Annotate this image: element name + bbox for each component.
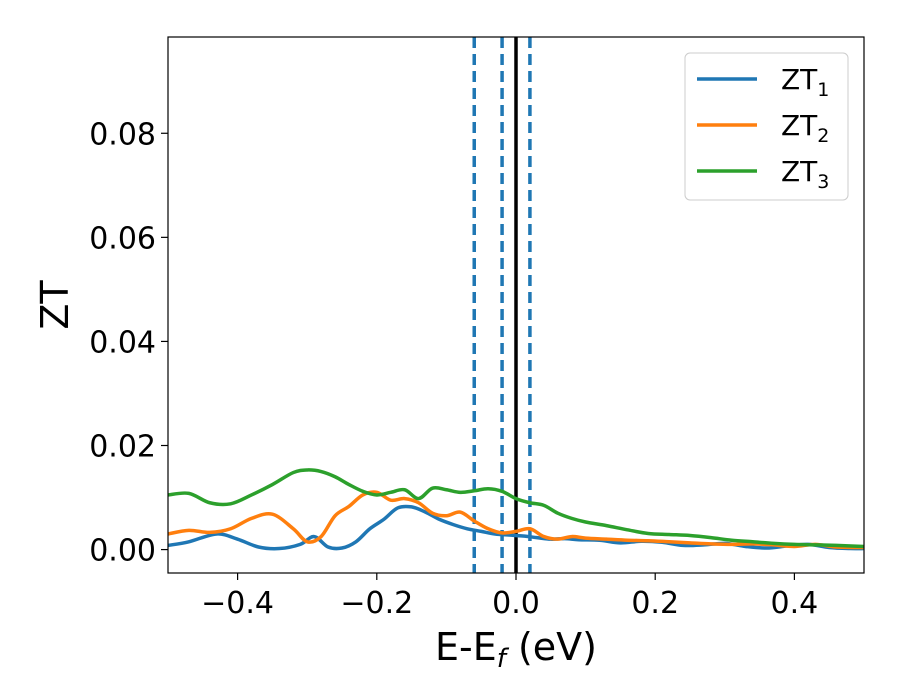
x-tick-label: −0.2 <box>340 586 413 621</box>
y-tick-label: 0.04 <box>89 325 156 360</box>
legend-label-main: ZT <box>781 155 818 188</box>
series-line-2 <box>168 490 864 550</box>
x-tick-label: 0.4 <box>771 586 819 621</box>
y-axis-ticks: 0.00 0.02 0.04 0.06 0.08 <box>89 117 168 569</box>
y-tick-label: 0.02 <box>89 430 156 465</box>
legend-box <box>684 52 849 201</box>
x-axis-title: E-Ef (eV) <box>435 625 597 674</box>
legend-label-subscript: 3 <box>817 171 829 193</box>
x-axis-ticks: −0.4 −0.2 0.0 0.2 0.4 <box>201 573 818 621</box>
y-tick-label: 0.00 <box>89 534 156 569</box>
x-axis-title-unit: (eV) <box>506 625 597 669</box>
legend-label-3: ZT3 <box>781 155 829 193</box>
y-tick-label: 0.08 <box>89 117 156 152</box>
legend-label-main: ZT <box>781 63 818 96</box>
legend-label-1: ZT1 <box>781 63 829 101</box>
series-lines <box>168 468 864 551</box>
x-tick-label: −0.4 <box>201 586 274 621</box>
x-tick-label: 0.0 <box>492 586 540 621</box>
legend-label-subscript: 1 <box>817 79 829 101</box>
y-tick-label: 0.06 <box>89 221 156 256</box>
legend-label-2: ZT2 <box>781 109 829 147</box>
x-axis-title-main: E-E <box>435 625 497 669</box>
reference-lines <box>472 37 532 573</box>
legend-label-subscript: 2 <box>817 125 829 147</box>
series-line-3 <box>168 468 864 549</box>
legend-label-main: ZT <box>781 109 818 142</box>
y-axis-title: ZT <box>33 280 77 330</box>
x-tick-label: 0.2 <box>631 586 679 621</box>
